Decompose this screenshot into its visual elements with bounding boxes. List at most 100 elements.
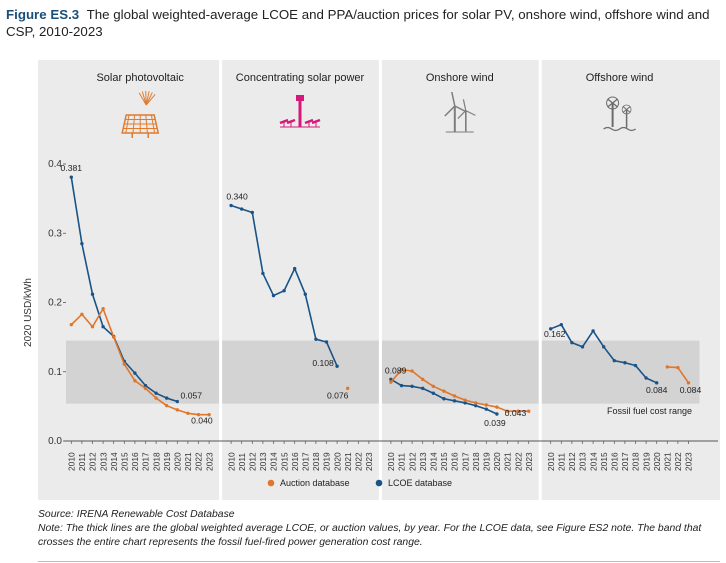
x-tick-label: 2013: [258, 452, 268, 471]
y-tick-label: 0.2: [48, 298, 62, 309]
x-tick-label: 2022: [354, 452, 364, 471]
data-point: [335, 364, 339, 368]
panel-separator: [538, 60, 542, 500]
data-point: [495, 405, 499, 409]
data-label: 0.039: [484, 418, 506, 428]
data-point: [112, 335, 116, 339]
data-point: [80, 312, 84, 316]
y-tick-label: 0.4: [48, 159, 62, 170]
x-tick-label: 2010: [226, 452, 236, 471]
panel-separator: [219, 60, 223, 500]
x-tick-label: 2020: [652, 452, 662, 471]
panel-grid: [125, 114, 130, 134]
x-tick-label: 2019: [322, 452, 332, 471]
csp-tower-icon: [279, 95, 321, 128]
fossil-fuel-band: [66, 340, 700, 404]
data-label: 0.057: [181, 391, 203, 401]
tower-shaft: [298, 101, 302, 127]
panel-grid: [150, 114, 156, 134]
x-tick-label: 2022: [673, 452, 683, 471]
x-tick-label: 2013: [98, 452, 108, 471]
figure-footer: Source: IRENA Renewable Cost Database No…: [38, 508, 718, 550]
data-point: [175, 399, 179, 404]
data-point: [421, 377, 425, 382]
sun-ray: [138, 92, 147, 106]
data-point: [196, 412, 201, 417]
source-note: Source: IRENA Renewable Cost Database: [38, 509, 235, 520]
data-point: [452, 399, 457, 403]
data-point: [421, 386, 425, 391]
data-point: [69, 322, 74, 327]
data-point: [346, 386, 350, 391]
x-tick-label: 2012: [567, 452, 577, 471]
x-tick-label: 2011: [77, 453, 87, 471]
data-point: [90, 325, 95, 329]
x-tick-label: 2012: [88, 452, 98, 471]
data-point: [303, 292, 307, 296]
turbine-blade: [622, 106, 631, 113]
data-label: 0.108: [312, 358, 334, 368]
x-tick-label: 2020: [173, 452, 183, 471]
data-point: [143, 386, 148, 391]
panel-frame: [121, 114, 160, 134]
x-tick-label: 2016: [450, 452, 460, 471]
x-tick-label: 2020: [332, 452, 342, 471]
data-label: 0.040: [191, 415, 213, 425]
series-line: [390, 368, 529, 413]
panel-grid: [145, 114, 148, 134]
legend-marker: [267, 479, 275, 487]
data-point: [154, 396, 158, 400]
data-point: [442, 397, 446, 401]
lcoe-chart: 0.0 0.1 0.2 0.3 0.4 2020 USD/kWh Solar photovo…: [23, 60, 720, 500]
data-point: [686, 381, 691, 385]
data-point: [69, 175, 74, 179]
figure-title: Figure ES.3 The global weighted-average …: [6, 6, 718, 40]
x-tick-label: 2012: [248, 452, 258, 471]
x-tick-label: 2011: [557, 453, 567, 471]
data-point: [591, 329, 595, 333]
x-tick-label: 2011: [397, 453, 407, 471]
water-wave: [603, 126, 636, 132]
x-tick-label: 2023: [684, 452, 694, 471]
note-text: Note: The thick lines are the global wei…: [38, 523, 702, 548]
data-point: [240, 207, 244, 211]
data-point: [410, 384, 414, 388]
data-point: [505, 409, 510, 413]
x-tick-label: 2016: [610, 452, 620, 471]
data-point: [133, 379, 137, 383]
x-tick-label: 2022: [194, 452, 204, 471]
panel-separator: [378, 60, 382, 500]
x-tick-label: 2010: [67, 452, 77, 471]
data-point: [484, 407, 488, 411]
data-point: [261, 271, 265, 276]
data-point: [175, 408, 179, 412]
data-point: [665, 365, 669, 369]
x-tick-label: 2017: [620, 452, 630, 471]
x-tick-label: 2018: [631, 452, 641, 471]
offshore-wind-icon: [603, 96, 636, 132]
x-tick-label: 2013: [418, 452, 428, 471]
data-label: 0.084: [680, 385, 702, 395]
data-point: [644, 376, 648, 380]
sun-ray: [145, 93, 156, 106]
x-tick-label: 2015: [599, 452, 609, 471]
footer-divider: [38, 561, 720, 562]
x-tick-label: 2021: [503, 452, 513, 471]
x-tick-label: 2016: [130, 452, 140, 471]
legend-marker: [375, 479, 383, 487]
data-label: 0.381: [61, 163, 83, 173]
heliostat: [279, 118, 289, 125]
solar-panel-icon: [121, 90, 160, 138]
x-tick-label: 2017: [301, 452, 311, 471]
panel-title: Offshore wind: [586, 72, 654, 84]
turbine: [457, 99, 476, 132]
data-point: [314, 337, 318, 341]
turbine-blade: [451, 91, 456, 107]
data-point: [474, 403, 478, 408]
panel-title: Solar photovoltaic: [96, 72, 184, 84]
data-point: [549, 327, 553, 331]
heliostat: [311, 118, 321, 125]
data-point: [143, 383, 148, 388]
data-point: [442, 389, 446, 393]
data-point: [474, 401, 478, 405]
